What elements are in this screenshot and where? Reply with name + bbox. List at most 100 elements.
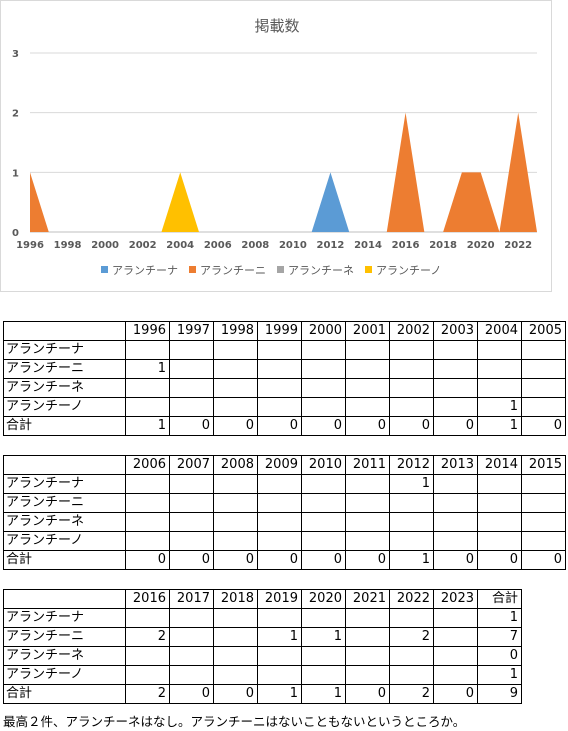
table-cell — [257, 646, 302, 666]
table-cell — [477, 493, 522, 513]
table-cell: 1 — [389, 550, 434, 570]
table-cell: 0 — [213, 684, 258, 704]
legend-swatch-3 — [365, 266, 372, 273]
table-cell: 0 — [345, 684, 390, 704]
table-cell: 0 — [389, 416, 434, 436]
table-cell — [301, 340, 346, 360]
year-header: 2023 — [433, 589, 478, 609]
table-cell — [169, 608, 214, 628]
summary-note: 最高２件、アランチーネはなし。アランチーニはないこともないというところか。 — [3, 714, 466, 729]
table-cell — [301, 646, 346, 666]
y-tick-label: 3 — [12, 49, 19, 60]
year-header: 2008 — [213, 455, 258, 475]
table-row: 合計 0 0 0 0 0 0 1 0 0 0 — [3, 550, 566, 570]
table-cell — [389, 531, 434, 551]
x-tick-label: 2020 — [467, 240, 495, 251]
row-label: アランチーネ — [3, 646, 126, 666]
table-cell — [521, 397, 566, 417]
series-area-1 — [30, 112, 537, 232]
table-row: アランチーネ — [3, 378, 566, 398]
table-row: アランチーネ — [3, 512, 566, 532]
table-cell: 0 — [169, 550, 214, 570]
table-cell — [345, 627, 390, 647]
row-label: アランチーニ — [3, 627, 126, 647]
table-cell — [389, 512, 434, 532]
table-cell — [301, 512, 346, 532]
table-cell — [521, 474, 566, 494]
table-cell — [433, 493, 478, 513]
row-label: アランチーネ — [3, 378, 126, 398]
table-cell: 1 — [477, 665, 522, 685]
table-cell — [125, 340, 170, 360]
table-cell: 1 — [125, 359, 170, 379]
table-cell — [389, 359, 434, 379]
table-cell — [301, 378, 346, 398]
table-cell — [433, 531, 478, 551]
legend-label-2: アランチーネ — [288, 264, 354, 277]
x-tick-label: 2006 — [204, 240, 232, 251]
table-cell — [521, 359, 566, 379]
table-cell: 0 — [257, 550, 302, 570]
table-cell — [213, 493, 258, 513]
table-cell: 0 — [433, 684, 478, 704]
year-header: 2005 — [521, 321, 566, 341]
table-cell — [257, 359, 302, 379]
x-tick-label: 2002 — [129, 240, 157, 251]
table-cell — [521, 340, 566, 360]
table-cell — [213, 359, 258, 379]
table-cell: 7 — [477, 627, 522, 647]
table-cell — [213, 531, 258, 551]
table-cell — [301, 474, 346, 494]
table-row: アランチーニ 1 — [3, 359, 566, 379]
table-cell: 1 — [301, 627, 346, 647]
legend-swatch-1 — [189, 266, 196, 273]
table-cell — [477, 359, 522, 379]
table-cell — [345, 531, 390, 551]
table-cell — [345, 665, 390, 685]
table-cell — [169, 665, 214, 685]
year-header: 1996 — [125, 321, 170, 341]
row-label: アランチーノ — [3, 531, 126, 551]
table-cell: 0 — [345, 416, 390, 436]
year-header: 2004 — [477, 321, 522, 341]
table-cell — [433, 397, 478, 417]
table-cell — [389, 646, 434, 666]
table-cell — [477, 340, 522, 360]
row-label: アランチーナ — [3, 474, 126, 494]
year-header: 2021 — [345, 589, 390, 609]
year-header: 1998 — [213, 321, 258, 341]
year-header: 1997 — [169, 321, 214, 341]
table-cell: 1 — [477, 416, 522, 436]
table-cell — [433, 378, 478, 398]
row-label: アランチーニ — [3, 359, 126, 379]
table-cell — [345, 474, 390, 494]
year-header: 2015 — [521, 455, 566, 475]
table-cell — [125, 646, 170, 666]
table-row: アランチーノ — [3, 531, 566, 551]
table-cell — [521, 531, 566, 551]
table-cell — [169, 378, 214, 398]
table-cell: 0 — [169, 684, 214, 704]
table-cell: 9 — [477, 684, 522, 704]
table-cell — [433, 340, 478, 360]
data-table-2006-2015: 2006 2007 2008 2009 2010 2011 2012 2013 2014 2015… — [3, 455, 566, 570]
table-cell — [389, 340, 434, 360]
table-cell — [169, 646, 214, 666]
table-cell — [125, 608, 170, 628]
table-cell — [125, 531, 170, 551]
year-header: 2012 — [389, 455, 434, 475]
table-cell — [477, 378, 522, 398]
table-cell — [257, 493, 302, 513]
table-cell: 1 — [301, 684, 346, 704]
table-cell — [345, 512, 390, 532]
y-tick-label: 0 — [12, 228, 19, 239]
row-label: アランチーナ — [3, 608, 126, 628]
table-cell — [301, 531, 346, 551]
table-cell: 0 — [213, 416, 258, 436]
x-tick-label: 2016 — [392, 240, 420, 251]
table-cell — [257, 608, 302, 628]
table-row: アランチーナ — [3, 340, 566, 360]
legend-label-1: アランチーニ — [200, 264, 266, 277]
table-cell: 0 — [521, 416, 566, 436]
table-cell: 2 — [125, 627, 170, 647]
